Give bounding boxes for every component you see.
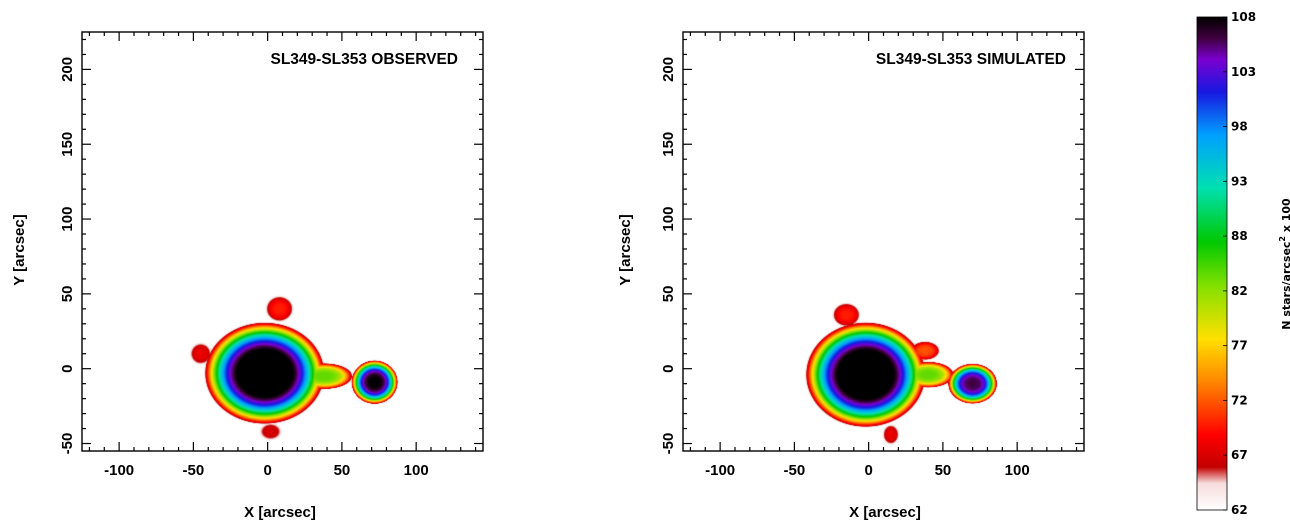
colorbar-tick-label: 72 xyxy=(1231,393,1248,407)
y-axis-label: Y [arcsec] xyxy=(617,214,634,285)
y-tick-label: 200 xyxy=(59,57,76,82)
panel-title: SL349-SL353 OBSERVED xyxy=(270,51,458,68)
colorbar: N stars/arcsec2 x 100 108 103 98 93 88 82 77 72… xyxy=(1196,10,1290,517)
y-tick-label: 200 xyxy=(660,57,677,82)
y-tick-label: 50 xyxy=(59,286,76,303)
x-tick-label: 100 xyxy=(1005,462,1030,479)
x-tick-label: 0 xyxy=(864,462,872,479)
colorbar-title: N stars/arcsec2 x 100 xyxy=(1278,198,1290,330)
density-map xyxy=(683,32,1084,451)
x-tick-label: 100 xyxy=(404,462,429,479)
y-axis-label: Y [arcsec] xyxy=(11,214,28,285)
y-tick-label: 100 xyxy=(660,207,677,232)
colorbar-tick-label: 77 xyxy=(1231,339,1248,353)
y-tick-label: 150 xyxy=(660,132,677,157)
simulated-panel: SL349-SL353 SIMULATED X [arcsec] Y [arcs… xyxy=(617,31,1085,521)
observed-panel: SL349-SL353 OBSERVED X [arcsec] Y [arcse… xyxy=(11,31,484,521)
x-tick-label: -50 xyxy=(183,462,205,479)
colorbar-tick-label: 108 xyxy=(1231,10,1256,24)
colorbar-tick-label: 67 xyxy=(1231,448,1248,462)
x-tick-label: -100 xyxy=(104,462,134,479)
colorbar-gradient xyxy=(1196,16,1228,511)
x-tick-label: 50 xyxy=(935,462,952,479)
y-tick-label: -50 xyxy=(660,433,677,455)
density-map xyxy=(82,32,483,451)
x-tick-label: -50 xyxy=(784,462,806,479)
colorbar-tick-label: 98 xyxy=(1231,120,1248,134)
y-tick-label: 100 xyxy=(59,207,76,232)
x-axis-label: X [arcsec] xyxy=(244,504,316,521)
colorbar-tick-label: 93 xyxy=(1231,174,1248,188)
colorbar-tick-label: 88 xyxy=(1231,229,1248,243)
x-axis-label: X [arcsec] xyxy=(849,504,921,521)
x-tick-label: 0 xyxy=(263,462,271,479)
colorbar-tick-label: 62 xyxy=(1231,503,1248,517)
y-tick-label: 150 xyxy=(59,132,76,157)
y-tick-label: 50 xyxy=(660,286,677,303)
y-tick-label: 0 xyxy=(59,365,76,373)
colorbar-tick-label: 103 xyxy=(1231,65,1256,79)
panel-title: SL349-SL353 SIMULATED xyxy=(876,51,1066,68)
x-tick-label: 50 xyxy=(334,462,351,479)
y-tick-label: -50 xyxy=(59,433,76,455)
y-tick-label: 0 xyxy=(660,365,677,373)
x-tick-label: -100 xyxy=(705,462,735,479)
colorbar-tick-label: 82 xyxy=(1231,284,1248,298)
